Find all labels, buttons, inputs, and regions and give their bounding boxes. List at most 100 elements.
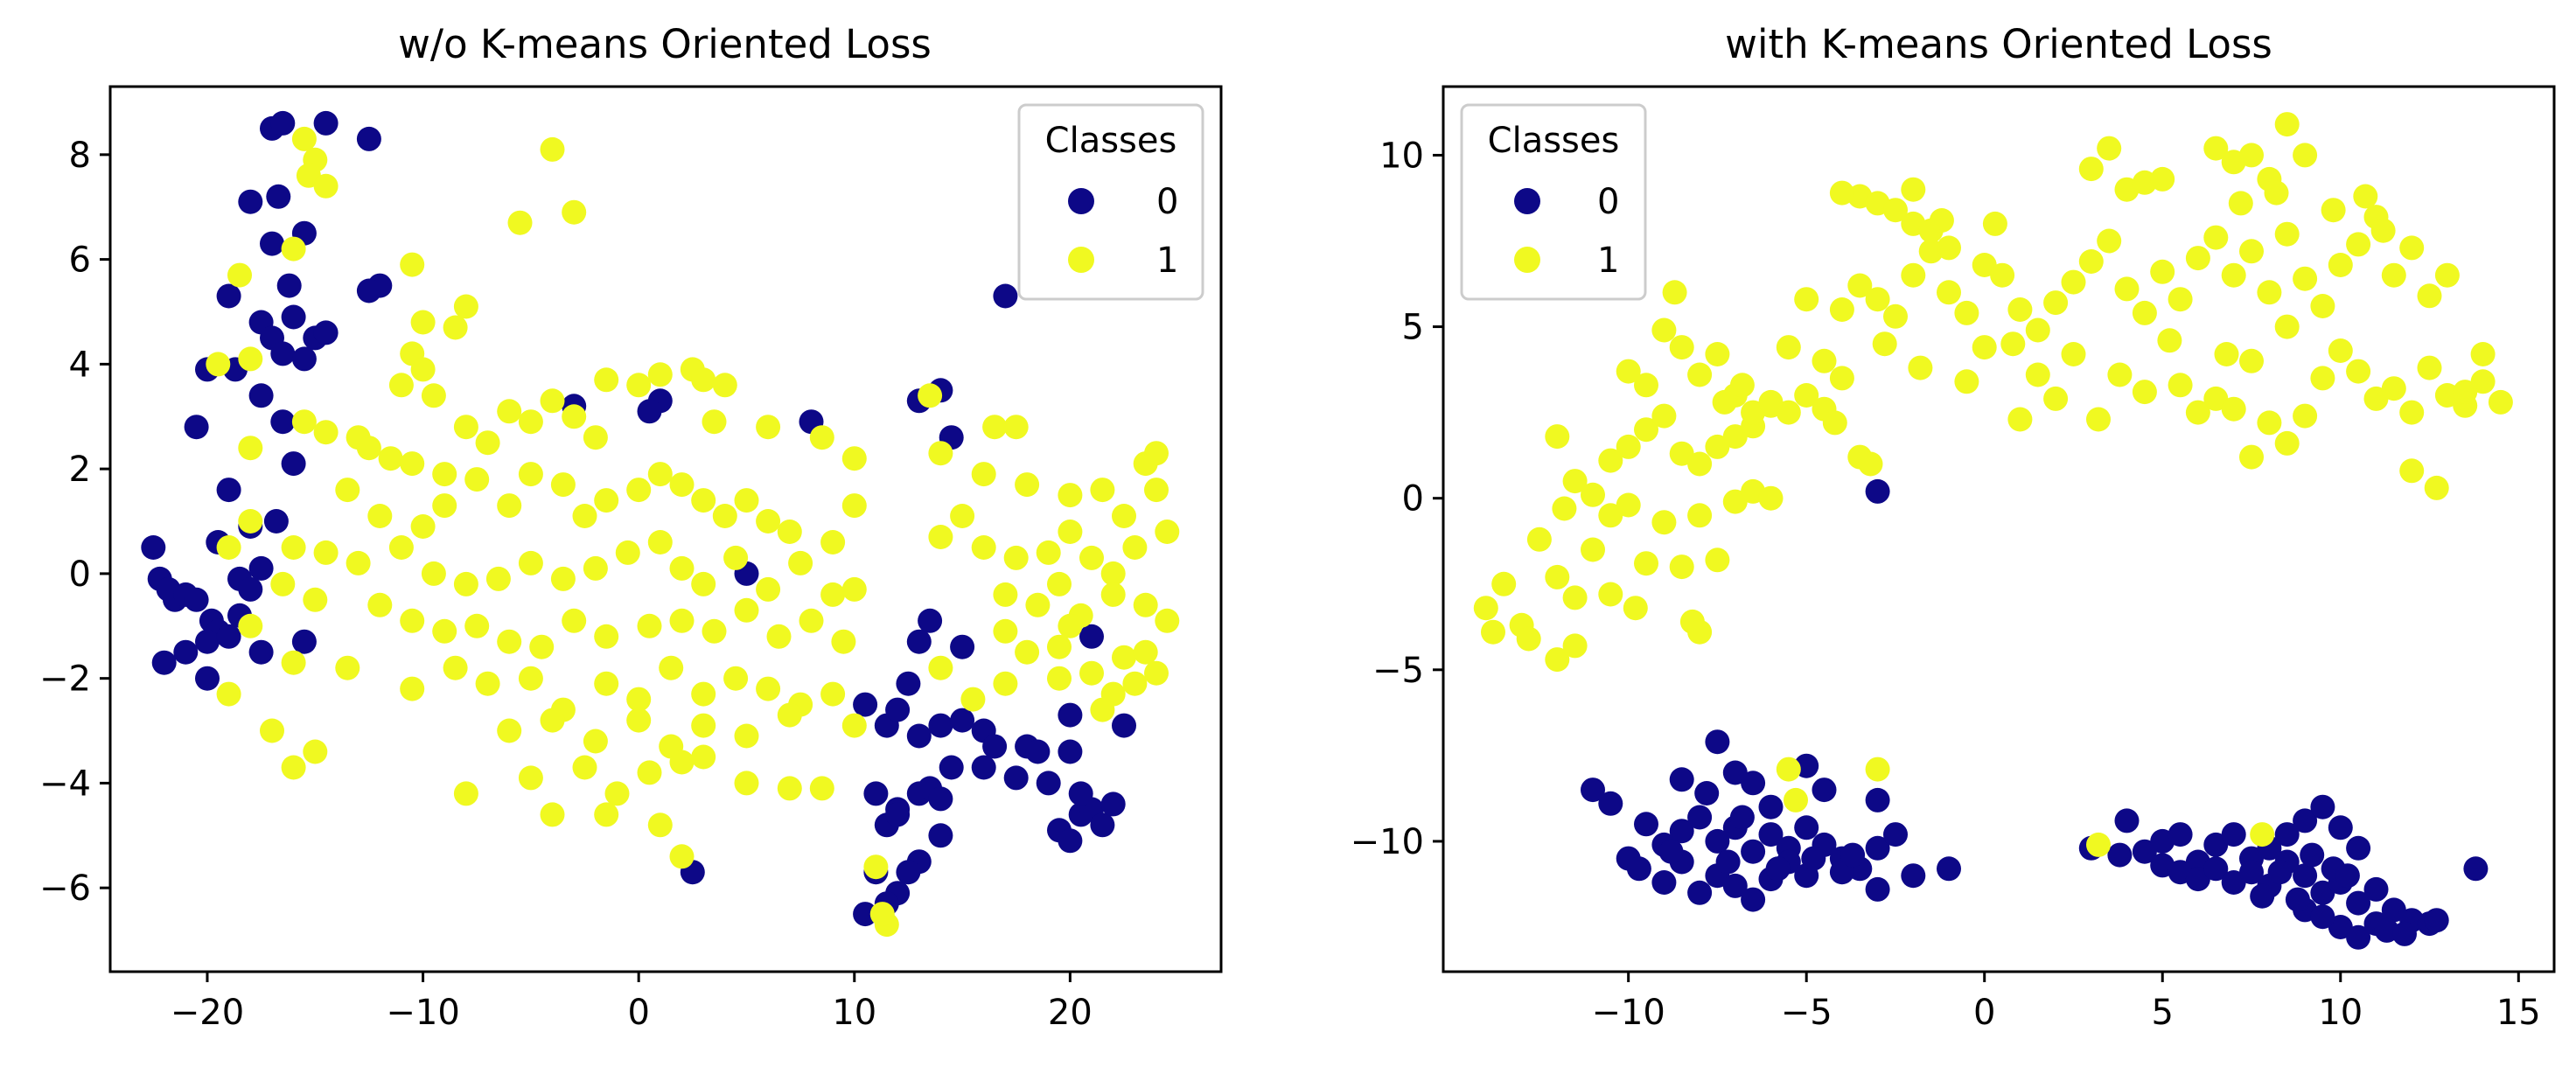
right-point-class-1-107 [2097,136,2122,161]
right-point-class-0-68 [2221,870,2246,895]
left-point-class-1-50 [518,462,543,487]
right-x-axis: −10 −5 0 5 10 15 [1591,972,2541,1033]
left-point-class-0-65 [896,671,921,696]
right-point-class-1-56 [1705,342,1730,366]
left-point-class-1-96 [669,608,695,633]
right-point-class-1-153 [2043,386,2069,411]
left-point-class-1-133 [572,755,597,780]
left-point-class-1-42 [841,446,867,471]
left-point-class-1-144 [669,844,695,869]
left-point-class-0-13 [356,278,381,303]
left-point-class-0-62 [853,692,878,717]
right-point-class-1-22 [1651,510,1677,535]
left-point-class-0-1 [270,110,296,136]
right-point-class-1-138 [2417,355,2442,380]
left-point-class-1-65 [216,535,241,560]
right-point-class-1-34 [1598,448,1623,473]
left-legend: Classes 0 1 [1017,103,1204,301]
right-point-class-1-60 [1776,335,1801,360]
left-point-class-1-68 [346,550,371,575]
right-y-tick-label-1: −5 [1372,651,1424,691]
left-point-class-1-162 [971,535,996,560]
left-point-class-0-75 [1112,713,1136,738]
right-point-class-0-46 [1801,846,1826,871]
right-point-class-1-142 [2488,389,2513,415]
left-point-class-1-55 [647,462,673,487]
left-point-class-0-85 [928,823,953,848]
right-point-class-1-149 [2310,366,2335,391]
left-point-class-1-7 [281,236,306,262]
left-point-class-0-24 [281,451,306,477]
left-point-class-1-103 [281,650,306,675]
right-point-class-1-74 [1883,198,1908,223]
right-point-class-0-53 [2168,822,2193,847]
left-point-class-0-94 [1058,828,1083,854]
right-point-class-1-160 [2321,198,2346,223]
right-point-class-1-86 [2061,269,2086,295]
right-y-tick-label-3: 5 [1402,308,1424,348]
right-point-class-1-154 [1954,369,1979,394]
right-point-class-1-113 [2239,143,2264,168]
left-point-class-1-30 [518,409,543,435]
right-point-class-1-81 [1982,211,2007,236]
left-point-class-1-167 [1100,561,1126,586]
right-point-class-0-16 [1705,828,1730,854]
right-point-class-1-53 [1662,280,1687,305]
left-point-class-1-54 [626,478,652,503]
left-point-class-0-37 [248,555,274,581]
right-point-class-0-6 [1694,781,1720,805]
right-point-class-0-39 [1901,863,1926,889]
right-point-class-1-144 [2453,380,2478,405]
left-point-class-1-24 [378,446,403,471]
left-point-class-0-60 [950,634,975,659]
left-point-class-1-37 [691,367,716,393]
right-point-class-1-84 [2025,317,2050,343]
left-point-class-1-44 [335,478,360,503]
right-point-class-1-145 [2399,458,2425,484]
left-point-class-1-18 [421,383,446,408]
left-point-class-1-62 [820,530,846,554]
right-point-class-1-71 [1972,253,1997,277]
right-point-class-1-164 [1729,373,1755,398]
right-legend-title: Classes [1488,121,1620,161]
right-point-class-1-162 [2228,191,2253,216]
left-point-class-1-121 [281,755,306,780]
right-point-class-0-30 [1687,880,1713,905]
left-point-class-1-152 [971,462,996,487]
right-point-class-1-77 [1937,235,1961,261]
right-point-class-1-64 [1847,273,1873,298]
left-point-class-1-102 [238,613,263,638]
left-y-tick-label-5: 4 [69,345,91,385]
right-point-class-1-156 [1872,331,1897,357]
right-y-axis: −10 −5 0 5 10 [1351,136,1443,862]
right-scatter-panel: with K-means Oriented Loss −10 −5 0 5 10 15 −… [1351,21,2556,1033]
right-point-class-1-106 [2078,157,2104,182]
left-point-class-0-46 [248,639,274,665]
left-point-class-0-40 [195,629,220,654]
left-point-class-1-145 [863,854,889,880]
right-point-class-0-33 [1741,887,1766,912]
left-point-class-0-3 [356,126,381,151]
left-point-class-1-77 [647,530,673,554]
right-point-class-1-67 [1901,262,1926,288]
right-point-class-1-92 [2000,331,2026,357]
right-point-class-0-94 [2392,921,2417,946]
left-point-class-0-76 [863,781,889,806]
left-point-class-0-16 [313,320,339,345]
left-point-class-1-79 [691,571,716,596]
left-point-class-1-32 [583,425,608,450]
left-point-class-1-186 [993,671,1018,696]
left-point-class-1-114 [723,666,749,691]
left-point-class-1-178 [1015,639,1040,665]
right-point-class-1-126 [2328,253,2353,277]
left-legend-label-1: 1 [1156,241,1178,281]
right-point-class-1-90 [2132,300,2157,325]
left-legend-marker-0 [1068,188,1094,214]
left-point-class-1-87 [367,592,393,617]
right-point-class-1-111 [2203,136,2229,161]
right-x-tick-label-5: 15 [2496,993,2541,1033]
left-point-class-1-91 [497,629,522,654]
right-point-class-1-28 [1722,489,1748,514]
right-point-class-1-93 [2025,362,2050,387]
left-point-class-1-35 [647,362,673,387]
